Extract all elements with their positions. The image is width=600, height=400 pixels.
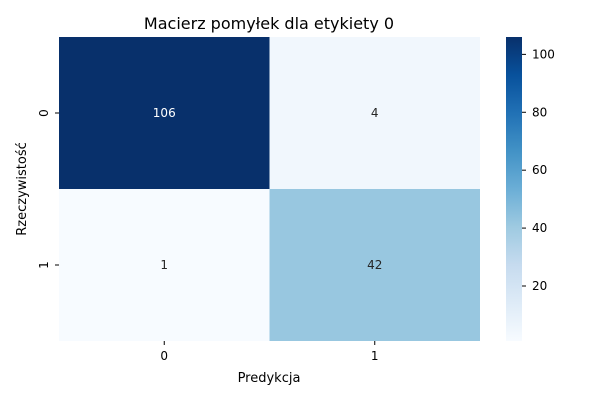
y-axis-ticks: 01: [37, 109, 59, 269]
heatmap-cell-0-0: [59, 37, 270, 189]
colorbar-tick-label-1: 40: [532, 221, 547, 235]
chart-title: Macierz pomyłek dla etykiety 0: [144, 14, 394, 33]
y-axis-label: Rzeczywistość: [15, 142, 30, 236]
heatmap-cell-1-1: [269, 189, 480, 341]
heatmap-cell-1-0: [59, 189, 270, 341]
cell-value-0-0: 106: [153, 106, 176, 120]
cell-value-0-1: 4: [371, 106, 379, 120]
x-axis-label: Predykcja: [238, 371, 301, 386]
y-tick-label-1: 1: [37, 261, 51, 269]
x-tick-label-0: 0: [160, 349, 168, 363]
x-tick-label-1: 1: [371, 349, 379, 363]
y-tick-label-0: 0: [37, 109, 51, 117]
cell-value-1-0: 1: [160, 258, 168, 272]
heatmap-cell-0-1: [269, 37, 480, 189]
colorbar-tick-label-3: 80: [532, 105, 547, 119]
colorbar-ticks: 20 40 60 80 100: [522, 47, 555, 293]
colorbar-tick-label-0: 20: [532, 279, 547, 293]
heatmap-cells: 106 4 1 42: [59, 37, 480, 341]
cell-value-1-1: 42: [367, 258, 382, 272]
colorbar-tick-label-2: 60: [532, 163, 547, 177]
colorbar: [506, 37, 522, 341]
colorbar-tick-label-4: 100: [532, 47, 555, 61]
